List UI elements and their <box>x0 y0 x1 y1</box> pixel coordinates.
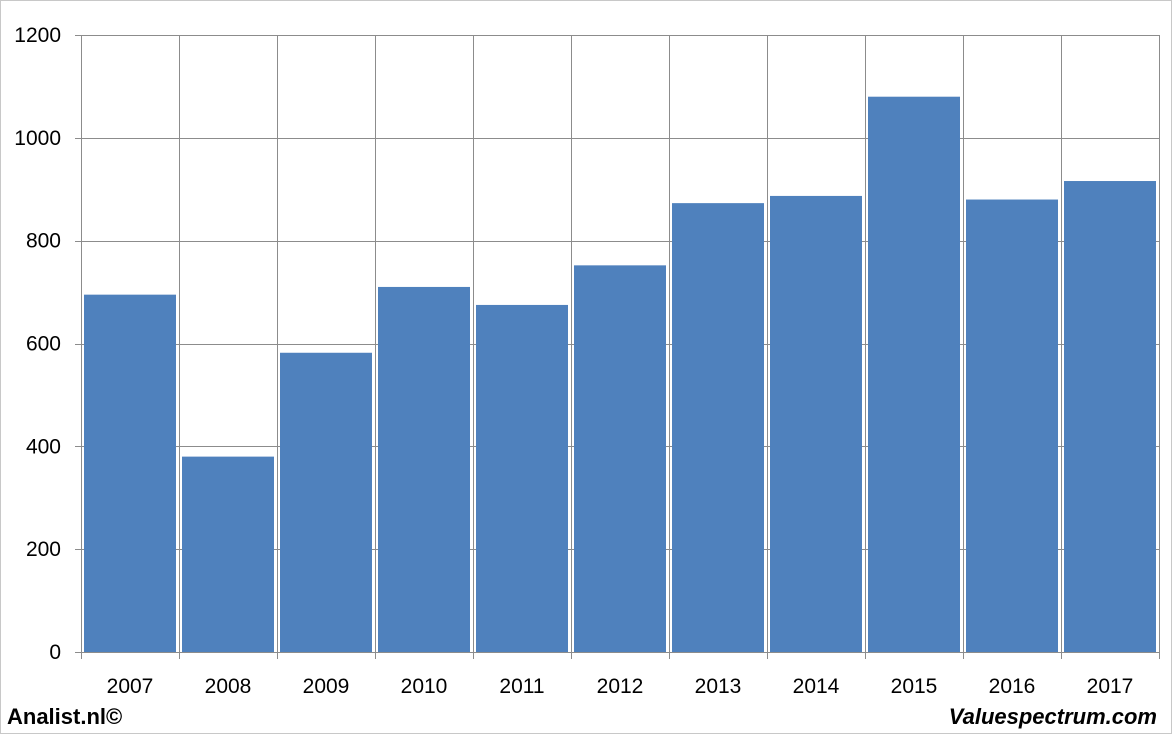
bar-2015 <box>868 96 960 652</box>
y-tick-label-800: 800 <box>26 230 61 253</box>
y-tick-label-1000: 1000 <box>14 127 61 150</box>
x-tick-label-2010: 2010 <box>401 675 448 698</box>
y-tick-label-200: 200 <box>26 538 61 561</box>
x-tick-label-2015: 2015 <box>891 675 938 698</box>
grid <box>81 35 1160 653</box>
y-tick-label-400: 400 <box>26 435 61 458</box>
bar-2017 <box>1064 181 1156 653</box>
y-tick-label-1200: 1200 <box>14 24 61 47</box>
bars <box>84 96 1156 653</box>
bar-2012 <box>574 265 666 652</box>
bar-2013 <box>672 203 764 652</box>
bar-2016 <box>966 199 1058 653</box>
x-tick-label-2011: 2011 <box>499 675 544 698</box>
tick-labels: 0 200 400 600 800 1000 1200 2007 2008 2009 2010 201… <box>14 24 1133 698</box>
x-tick-label-2017: 2017 <box>1087 675 1134 698</box>
footer-source-right: Valuespectrum.com <box>948 704 1157 729</box>
axes <box>75 35 1160 659</box>
x-tick-label-2009: 2009 <box>303 675 350 698</box>
bar-2011 <box>476 304 568 652</box>
bar-2014 <box>770 195 862 652</box>
bar-2008 <box>182 456 274 652</box>
x-tick-label-2014: 2014 <box>793 675 840 698</box>
x-tick-label-2013: 2013 <box>695 675 742 698</box>
y-tick-label-0: 0 <box>49 641 61 664</box>
x-tick-label-2008: 2008 <box>205 675 252 698</box>
footer-source-left: Analist.nl© <box>7 704 123 729</box>
bar-2010 <box>378 286 470 652</box>
x-tick-label-2016: 2016 <box>989 675 1036 698</box>
bar-2007 <box>84 294 176 652</box>
x-tick-label-2012: 2012 <box>597 675 644 698</box>
x-tick-label-2007: 2007 <box>107 675 154 698</box>
y-tick-label-600: 600 <box>26 333 61 356</box>
bar-2009 <box>280 352 372 652</box>
